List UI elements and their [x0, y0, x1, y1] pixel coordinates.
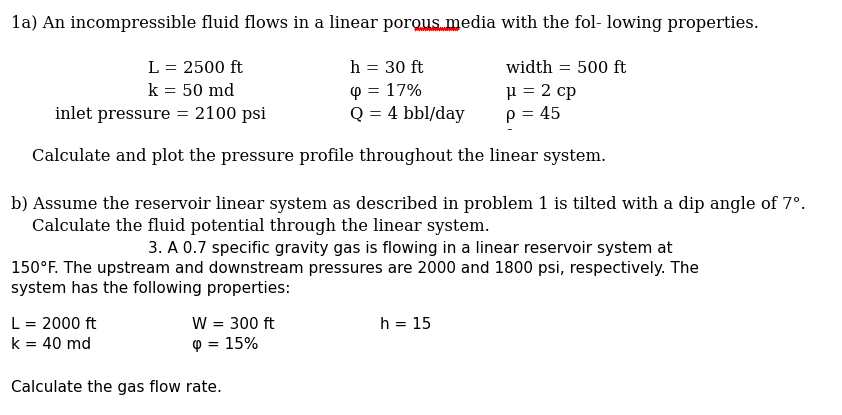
- Text: Calculate the fluid potential through the linear system.: Calculate the fluid potential through th…: [32, 218, 490, 235]
- Text: Calculate and plot the pressure profile throughout the linear system.: Calculate and plot the pressure profile …: [32, 148, 606, 165]
- Text: k = 50 md: k = 50 md: [148, 83, 234, 100]
- Text: h = 15: h = 15: [380, 317, 431, 332]
- Text: h = 30 ft: h = 30 ft: [350, 60, 424, 77]
- Text: 3. A 0.7 specific gravity gas is flowing in a linear reservoir system at: 3. A 0.7 specific gravity gas is flowing…: [148, 241, 673, 256]
- Text: Q = 4 bbl/day: Q = 4 bbl/day: [350, 106, 465, 123]
- Text: L = 2500 ft: L = 2500 ft: [148, 60, 242, 77]
- Text: b) Assume the reservoir linear system as described in problem 1 is tilted with a: b) Assume the reservoir linear system as…: [11, 196, 806, 213]
- Text: system has the following properties:: system has the following properties:: [11, 281, 290, 296]
- Text: φ = 17%: φ = 17%: [350, 83, 422, 100]
- Text: inlet pressure = 2100 psi: inlet pressure = 2100 psi: [55, 106, 266, 123]
- Text: Calculate the gas flow rate.: Calculate the gas flow rate.: [11, 380, 222, 395]
- Text: 150°F. The upstream and downstream pressures are 2000 and 1800 psi, respectively: 150°F. The upstream and downstream press…: [11, 261, 699, 276]
- Text: k = 40 md: k = 40 md: [11, 337, 91, 352]
- Text: width = 500 ft: width = 500 ft: [506, 60, 626, 77]
- Text: 1a) An incompressible fluid flows in a linear porous media with the fol- lowing : 1a) An incompressible fluid flows in a l…: [11, 15, 759, 32]
- Text: W = 300 ft: W = 300 ft: [192, 317, 274, 332]
- Text: -: -: [506, 121, 512, 138]
- Text: ρ = 45: ρ = 45: [506, 106, 561, 123]
- Text: φ = 15%: φ = 15%: [192, 337, 258, 352]
- Text: μ = 2 cp: μ = 2 cp: [506, 83, 577, 100]
- Text: L = 2000 ft: L = 2000 ft: [11, 317, 97, 332]
